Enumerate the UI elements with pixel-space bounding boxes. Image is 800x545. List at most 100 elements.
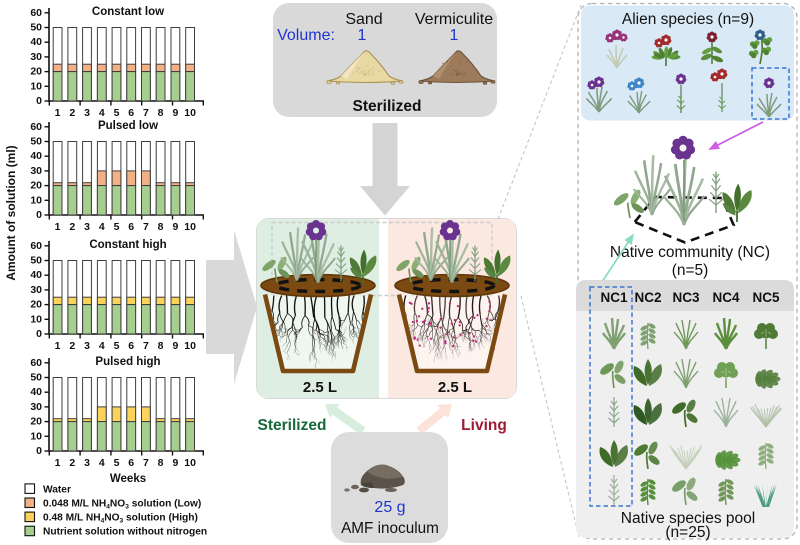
svg-text:9: 9 bbox=[172, 107, 178, 119]
svg-text:8: 8 bbox=[158, 340, 164, 352]
svg-text:30: 30 bbox=[30, 51, 42, 63]
svg-text:8: 8 bbox=[158, 221, 164, 233]
svg-text:Water: Water bbox=[43, 484, 71, 495]
svg-text:NC1: NC1 bbox=[600, 290, 627, 305]
svg-text:40: 40 bbox=[30, 150, 42, 162]
svg-text:3: 3 bbox=[84, 221, 90, 233]
svg-text:20: 20 bbox=[30, 299, 42, 311]
svg-text:Pulsed low: Pulsed low bbox=[98, 120, 158, 132]
svg-text:5: 5 bbox=[114, 340, 120, 352]
svg-text:Volume:: Volume: bbox=[277, 27, 335, 44]
svg-text:2.5 L: 2.5 L bbox=[438, 379, 472, 396]
svg-text:Sterilized: Sterilized bbox=[258, 417, 327, 434]
svg-text:5: 5 bbox=[114, 107, 120, 119]
svg-text:Alien species (n=9): Alien species (n=9) bbox=[622, 11, 754, 28]
svg-text:40: 40 bbox=[30, 36, 42, 48]
svg-text:0.048 M/L NH4​NO3​ solution (L: 0.048 M/L NH4​NO3​ solution (Low) bbox=[43, 498, 201, 510]
svg-text:0: 0 bbox=[36, 209, 42, 221]
svg-text:9: 9 bbox=[172, 340, 178, 352]
svg-text:7: 7 bbox=[143, 107, 149, 119]
svg-text:60: 60 bbox=[30, 240, 42, 252]
svg-text:Vermiculite: Vermiculite bbox=[415, 11, 493, 28]
svg-text:6: 6 bbox=[128, 457, 134, 469]
svg-text:8: 8 bbox=[158, 457, 164, 469]
svg-text:9: 9 bbox=[172, 457, 178, 469]
svg-text:4: 4 bbox=[99, 221, 105, 233]
svg-text:20: 20 bbox=[30, 180, 42, 192]
svg-text:NC2: NC2 bbox=[634, 290, 661, 305]
svg-text:50: 50 bbox=[30, 255, 42, 267]
svg-text:1: 1 bbox=[450, 27, 459, 44]
svg-text:50: 50 bbox=[30, 136, 42, 148]
svg-text:1: 1 bbox=[55, 221, 61, 233]
svg-text:3: 3 bbox=[84, 107, 90, 119]
svg-text:NC3: NC3 bbox=[672, 290, 699, 305]
svg-text:60: 60 bbox=[30, 7, 42, 19]
svg-text:1: 1 bbox=[55, 457, 61, 469]
svg-text:Sand: Sand bbox=[345, 11, 382, 28]
svg-text:20: 20 bbox=[30, 66, 42, 78]
svg-text:2.5 L: 2.5 L bbox=[303, 379, 337, 396]
svg-text:10: 10 bbox=[184, 221, 196, 233]
svg-text:40: 40 bbox=[30, 386, 42, 398]
svg-text:6: 6 bbox=[128, 107, 134, 119]
svg-text:3: 3 bbox=[84, 340, 90, 352]
svg-text:60: 60 bbox=[30, 121, 42, 133]
svg-text:0: 0 bbox=[36, 95, 42, 107]
svg-text:6: 6 bbox=[128, 340, 134, 352]
svg-text:9: 9 bbox=[172, 221, 178, 233]
svg-text:0: 0 bbox=[36, 445, 42, 457]
svg-text:(n=5): (n=5) bbox=[672, 262, 709, 279]
svg-text:40: 40 bbox=[30, 269, 42, 281]
svg-text:Sterilized: Sterilized bbox=[353, 98, 422, 115]
svg-text:Pulsed high: Pulsed high bbox=[95, 356, 160, 368]
svg-text:4: 4 bbox=[99, 107, 105, 119]
svg-text:5: 5 bbox=[114, 221, 120, 233]
svg-text:30: 30 bbox=[30, 165, 42, 177]
svg-text:4: 4 bbox=[99, 340, 105, 352]
svg-text:10: 10 bbox=[30, 313, 42, 325]
svg-text:3: 3 bbox=[84, 457, 90, 469]
svg-text:Living: Living bbox=[461, 417, 507, 434]
svg-text:8: 8 bbox=[158, 107, 164, 119]
svg-text:7: 7 bbox=[143, 221, 149, 233]
svg-text:50: 50 bbox=[30, 372, 42, 384]
svg-text:Amount of solution (ml): Amount of solution (ml) bbox=[4, 145, 18, 280]
svg-text:1: 1 bbox=[55, 340, 61, 352]
svg-text:60: 60 bbox=[30, 357, 42, 369]
svg-text:(n=25): (n=25) bbox=[665, 524, 710, 541]
svg-text:Native species pool: Native species pool bbox=[621, 510, 755, 527]
svg-text:2: 2 bbox=[69, 457, 75, 469]
svg-text:7: 7 bbox=[143, 457, 149, 469]
svg-text:6: 6 bbox=[128, 221, 134, 233]
svg-text:50: 50 bbox=[30, 22, 42, 34]
svg-text:25 g: 25 g bbox=[374, 499, 405, 516]
svg-text:0: 0 bbox=[36, 328, 42, 340]
svg-text:30: 30 bbox=[30, 401, 42, 413]
svg-text:5: 5 bbox=[114, 457, 120, 469]
svg-text:1: 1 bbox=[358, 27, 367, 44]
svg-text:Native community (NC): Native community (NC) bbox=[610, 244, 770, 261]
svg-text:2: 2 bbox=[69, 221, 75, 233]
svg-text:2: 2 bbox=[69, 340, 75, 352]
svg-text:AMF inoculum: AMF inoculum bbox=[341, 520, 439, 537]
svg-text:Weeks: Weeks bbox=[110, 473, 146, 485]
svg-text:10: 10 bbox=[30, 430, 42, 442]
svg-text:30: 30 bbox=[30, 284, 42, 296]
svg-text:NC4: NC4 bbox=[712, 290, 739, 305]
svg-text:Constant high: Constant high bbox=[89, 239, 166, 251]
svg-text:7: 7 bbox=[143, 340, 149, 352]
svg-text:10: 10 bbox=[184, 107, 196, 119]
svg-text:10: 10 bbox=[30, 80, 42, 92]
svg-text:NC5: NC5 bbox=[752, 290, 779, 305]
svg-text:4: 4 bbox=[99, 457, 105, 469]
svg-text:2: 2 bbox=[69, 107, 75, 119]
svg-text:1: 1 bbox=[55, 107, 61, 119]
svg-text:20: 20 bbox=[30, 416, 42, 428]
svg-text:10: 10 bbox=[30, 194, 42, 206]
svg-text:Constant low: Constant low bbox=[92, 6, 164, 18]
svg-text:0.48 M/L NH4​NO3​ solution (Hi: 0.48 M/L NH4​NO3​ solution (High) bbox=[43, 513, 198, 525]
svg-text:10: 10 bbox=[184, 457, 196, 469]
svg-text:Nutrient solution without nitr: Nutrient solution without nitrogen bbox=[43, 527, 207, 538]
svg-text:10: 10 bbox=[184, 340, 196, 352]
